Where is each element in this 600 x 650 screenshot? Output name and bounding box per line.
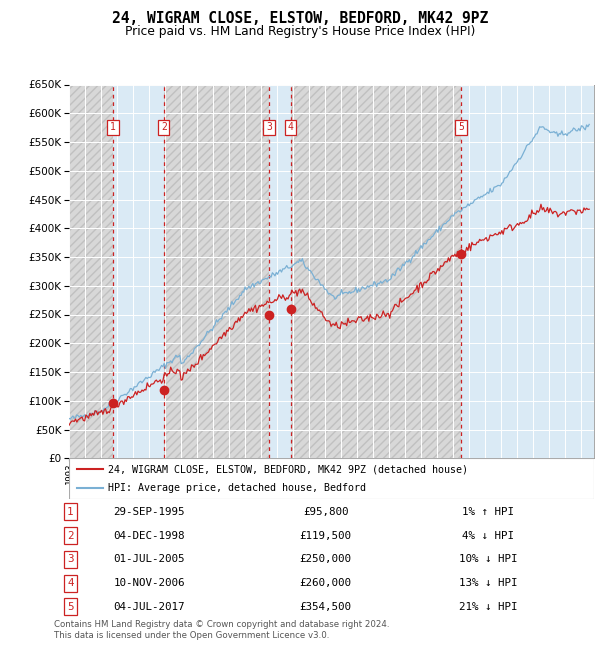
- Text: 5: 5: [67, 602, 74, 612]
- Text: 3: 3: [67, 554, 74, 564]
- Text: 24, WIGRAM CLOSE, ELSTOW, BEDFORD, MK42 9PZ: 24, WIGRAM CLOSE, ELSTOW, BEDFORD, MK42 …: [112, 11, 488, 26]
- Text: 4: 4: [67, 578, 74, 588]
- Text: 24, WIGRAM CLOSE, ELSTOW, BEDFORD, MK42 9PZ (detached house): 24, WIGRAM CLOSE, ELSTOW, BEDFORD, MK42 …: [109, 464, 469, 474]
- Text: 5: 5: [458, 122, 464, 133]
- Text: £119,500: £119,500: [299, 530, 352, 541]
- Text: 2: 2: [67, 530, 74, 541]
- Text: 2: 2: [161, 122, 167, 133]
- Text: 10% ↓ HPI: 10% ↓ HPI: [459, 554, 518, 564]
- Bar: [269, 84, 291, 458]
- Text: £250,000: £250,000: [299, 554, 352, 564]
- Bar: [113, 84, 164, 458]
- Text: 4% ↓ HPI: 4% ↓ HPI: [463, 530, 514, 541]
- Text: Contains HM Land Registry data © Crown copyright and database right 2024.
This d: Contains HM Land Registry data © Crown c…: [54, 620, 389, 640]
- Text: 21% ↓ HPI: 21% ↓ HPI: [459, 602, 518, 612]
- Text: 1% ↑ HPI: 1% ↑ HPI: [463, 507, 514, 517]
- Text: 04-DEC-1998: 04-DEC-1998: [113, 530, 185, 541]
- Text: 1: 1: [67, 507, 74, 517]
- Text: 04-JUL-2017: 04-JUL-2017: [113, 602, 185, 612]
- FancyBboxPatch shape: [69, 458, 594, 499]
- Text: £95,800: £95,800: [303, 507, 348, 517]
- Text: £260,000: £260,000: [299, 578, 352, 588]
- Text: 4: 4: [288, 122, 294, 133]
- Text: Price paid vs. HM Land Registry's House Price Index (HPI): Price paid vs. HM Land Registry's House …: [125, 25, 475, 38]
- Text: 29-SEP-1995: 29-SEP-1995: [113, 507, 185, 517]
- Text: HPI: Average price, detached house, Bedford: HPI: Average price, detached house, Bedf…: [109, 483, 367, 493]
- Text: 13% ↓ HPI: 13% ↓ HPI: [459, 578, 518, 588]
- Text: 1: 1: [110, 122, 116, 133]
- Text: £354,500: £354,500: [299, 602, 352, 612]
- Bar: [461, 84, 594, 458]
- Text: 3: 3: [266, 122, 272, 133]
- Text: 01-JUL-2005: 01-JUL-2005: [113, 554, 185, 564]
- Text: 10-NOV-2006: 10-NOV-2006: [113, 578, 185, 588]
